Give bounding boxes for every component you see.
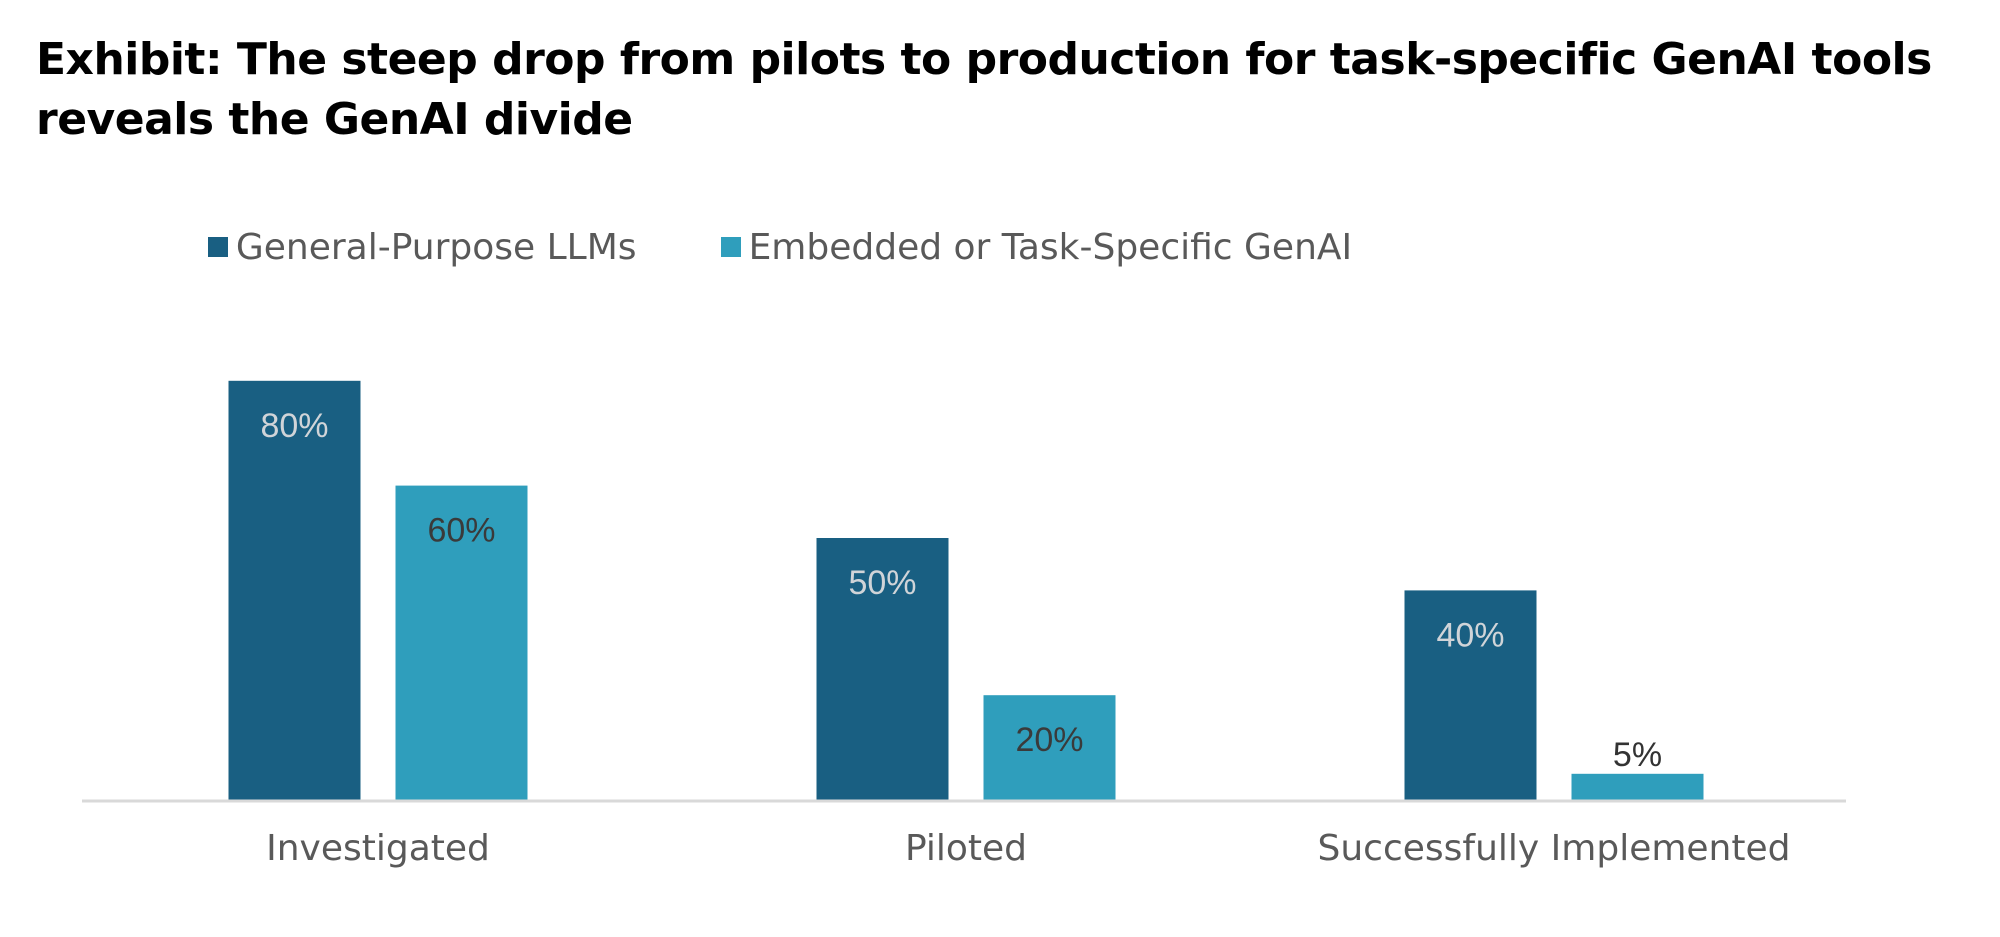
legend-swatch-general-purpose xyxy=(207,237,228,257)
bar-investigated-embedded-or-task-specific-genai xyxy=(395,485,528,800)
category-label-investigated: Investigated xyxy=(266,828,490,869)
data-label-piloted-embedded-or-task-specific-genai: 20% xyxy=(1015,721,1083,759)
legend-item-task-specific: Embedded or Task-Specific GenAI xyxy=(720,222,1353,272)
legend-swatch-task-specific xyxy=(720,237,741,257)
bar-investigated-general-purpose-llms xyxy=(228,380,361,800)
bar-successfully-implemented-embedded-or-task-specific-genai xyxy=(1571,773,1704,800)
data-label-successfully-implemented-embedded-or-task-specific-genai: 5% xyxy=(1613,736,1662,774)
bar-piloted-general-purpose-llms xyxy=(816,538,949,800)
legend-item-general-purpose: General-Purpose LLMs xyxy=(207,222,637,272)
category-label-piloted: Piloted xyxy=(905,828,1027,869)
legend-label-task-specific: Embedded or Task-Specific GenAI xyxy=(748,226,1353,268)
bar-piloted-embedded-or-task-specific-genai xyxy=(983,695,1116,800)
chart-title: Exhibit: The steep drop from pilots to p… xyxy=(36,34,1932,145)
category-label-successfully-implemented: Successfully Implemented xyxy=(1318,828,1791,869)
data-label-piloted-general-purpose-llms: 50% xyxy=(848,564,916,602)
bar-successfully-implemented-general-purpose-llms xyxy=(1404,590,1537,800)
legend-label-general-purpose: General-Purpose LLMs xyxy=(235,226,637,268)
data-label-successfully-implemented-general-purpose-llms: 40% xyxy=(1436,616,1504,654)
data-label-investigated-embedded-or-task-specific-genai: 60% xyxy=(427,512,495,550)
chart-legend: General-Purpose LLMs Embedded or Task-Sp… xyxy=(0,222,2000,272)
data-label-investigated-general-purpose-llms: 80% xyxy=(260,407,328,445)
